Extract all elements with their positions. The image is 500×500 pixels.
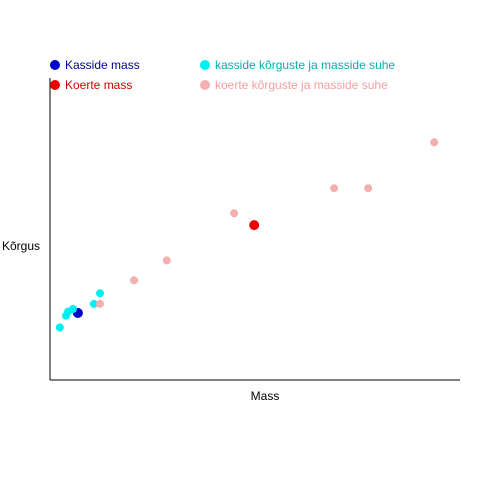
data-point-series-3-0 [96,299,104,308]
legend-label-3: koerte kõrguste ja masside suhe [215,78,388,92]
data-point-series-1-0 [249,220,260,231]
data-point-series-3-1 [130,276,139,285]
data-points [55,138,439,332]
y-axis-label: Kõrgus [2,239,40,253]
legend-marker-2 [200,60,210,70]
data-point-series-2-5 [96,289,104,298]
data-point-series-2-4 [89,299,98,308]
x-axis-label: Mass [251,389,280,403]
legend-marker-3 [200,80,210,90]
data-point-series-3-4 [330,184,339,193]
legend-marker-0 [50,60,60,70]
legend-label-2: kasside kõrguste ja masside suhe [215,58,395,72]
legend-item-0: Kasside mass [50,58,140,72]
legend-item-3: koerte kõrguste ja masside suhe [200,78,388,92]
legend-label-1: Koerte mass [65,78,132,92]
data-point-series-3-2 [162,256,171,265]
data-point-series-3-3 [230,209,239,218]
data-point-series-3-6 [430,138,439,147]
legend-item-1: Koerte mass [50,78,132,92]
data-point-series-2-0 [55,323,64,332]
legend-item-2: kasside kõrguste ja masside suhe [200,58,395,72]
data-point-series-3-5 [364,184,373,193]
data-point-series-2-3 [69,305,77,313]
legend-label-0: Kasside mass [65,58,140,72]
legend: Kasside mass Koerte mass kasside kõrguste … [50,58,395,92]
axes [49,78,460,381]
legend-marker-1 [50,80,60,90]
